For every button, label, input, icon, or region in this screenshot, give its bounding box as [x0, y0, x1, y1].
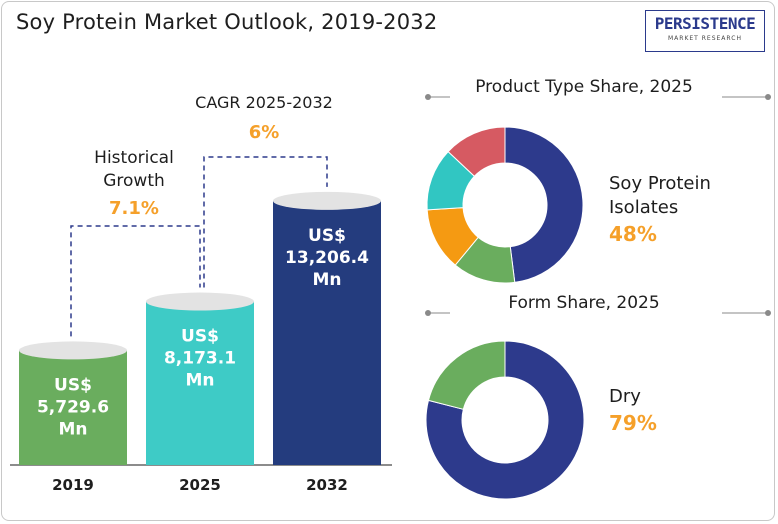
historical-growth-bracket — [70, 225, 201, 337]
donut-1-callout-label-0: Soy Protein — [609, 173, 711, 194]
bar-value-label-2032-0: US$ — [308, 226, 346, 246]
donut-2-callout-label-0: Dry — [609, 386, 641, 407]
bar-value-label-2019-1: 5,729.6 — [37, 397, 109, 417]
donut-2-slice-0 — [425, 340, 585, 500]
donut-1-slice-4 — [447, 126, 506, 177]
annotation-historical-value: 7.1% — [109, 198, 159, 219]
donut-2-title: Form Share, 2025 — [508, 293, 659, 313]
annotation-historical-line2: Growth — [103, 171, 165, 191]
bar-value-label-2025-0: US$ — [181, 327, 219, 347]
annotation-cagr-value: 6% — [249, 122, 280, 143]
bar-value-label-2025-1: 8,173.1 — [164, 349, 236, 369]
logo-wordmark: PERSISTENCE — [654, 14, 756, 33]
donut-1-divider-dot-left — [425, 94, 431, 100]
donut-1-callout-value: 48% — [609, 222, 657, 246]
donut-2-callout-value: 79% — [609, 411, 657, 435]
annotation-historical-line1: Historical — [94, 148, 174, 168]
bar-value-label-2019-2: Mn — [58, 419, 87, 439]
bar-value-label-2019-0: US$ — [54, 375, 92, 395]
bar-value-label-2032-2: Mn — [312, 270, 341, 290]
donut-1-slice-0 — [504, 126, 584, 283]
bar-cap-2019 — [19, 341, 127, 360]
bar-value-label-2032-1: 13,206.4 — [285, 248, 369, 268]
cagr-bracket — [203, 156, 328, 288]
x-tick-label-2019: 2019 — [52, 476, 94, 494]
annotation-cagr-label: CAGR 2025-2032 — [195, 93, 333, 112]
x-tick-label-2032: 2032 — [306, 476, 348, 494]
x-tick-label-2025: 2025 — [179, 476, 221, 494]
bar-2025 — [146, 301, 254, 465]
bar-2032 — [273, 200, 381, 465]
page-title: Soy Protein Market Outlook, 2019-2032 — [16, 10, 438, 34]
donut-1-callout-label-1: Isolates — [609, 197, 678, 218]
donut-2-divider-dot-left — [425, 310, 431, 316]
bar-cap-2032 — [273, 191, 381, 210]
bar-2019 — [19, 350, 127, 465]
donut-1-divider-dot-right — [765, 94, 771, 100]
donut-2-divider-dot-right — [765, 310, 771, 316]
bar-value-label-2025-2: Mn — [185, 371, 214, 391]
bar-cap-2025 — [146, 292, 254, 311]
donut-1-title: Product Type Share, 2025 — [475, 77, 693, 97]
donut-2-slice-1 — [427, 340, 506, 410]
brand-logo: PERSISTENCE MARKET RESEARCH — [645, 10, 765, 52]
logo-tagline: MARKET RESEARCH — [668, 35, 742, 42]
